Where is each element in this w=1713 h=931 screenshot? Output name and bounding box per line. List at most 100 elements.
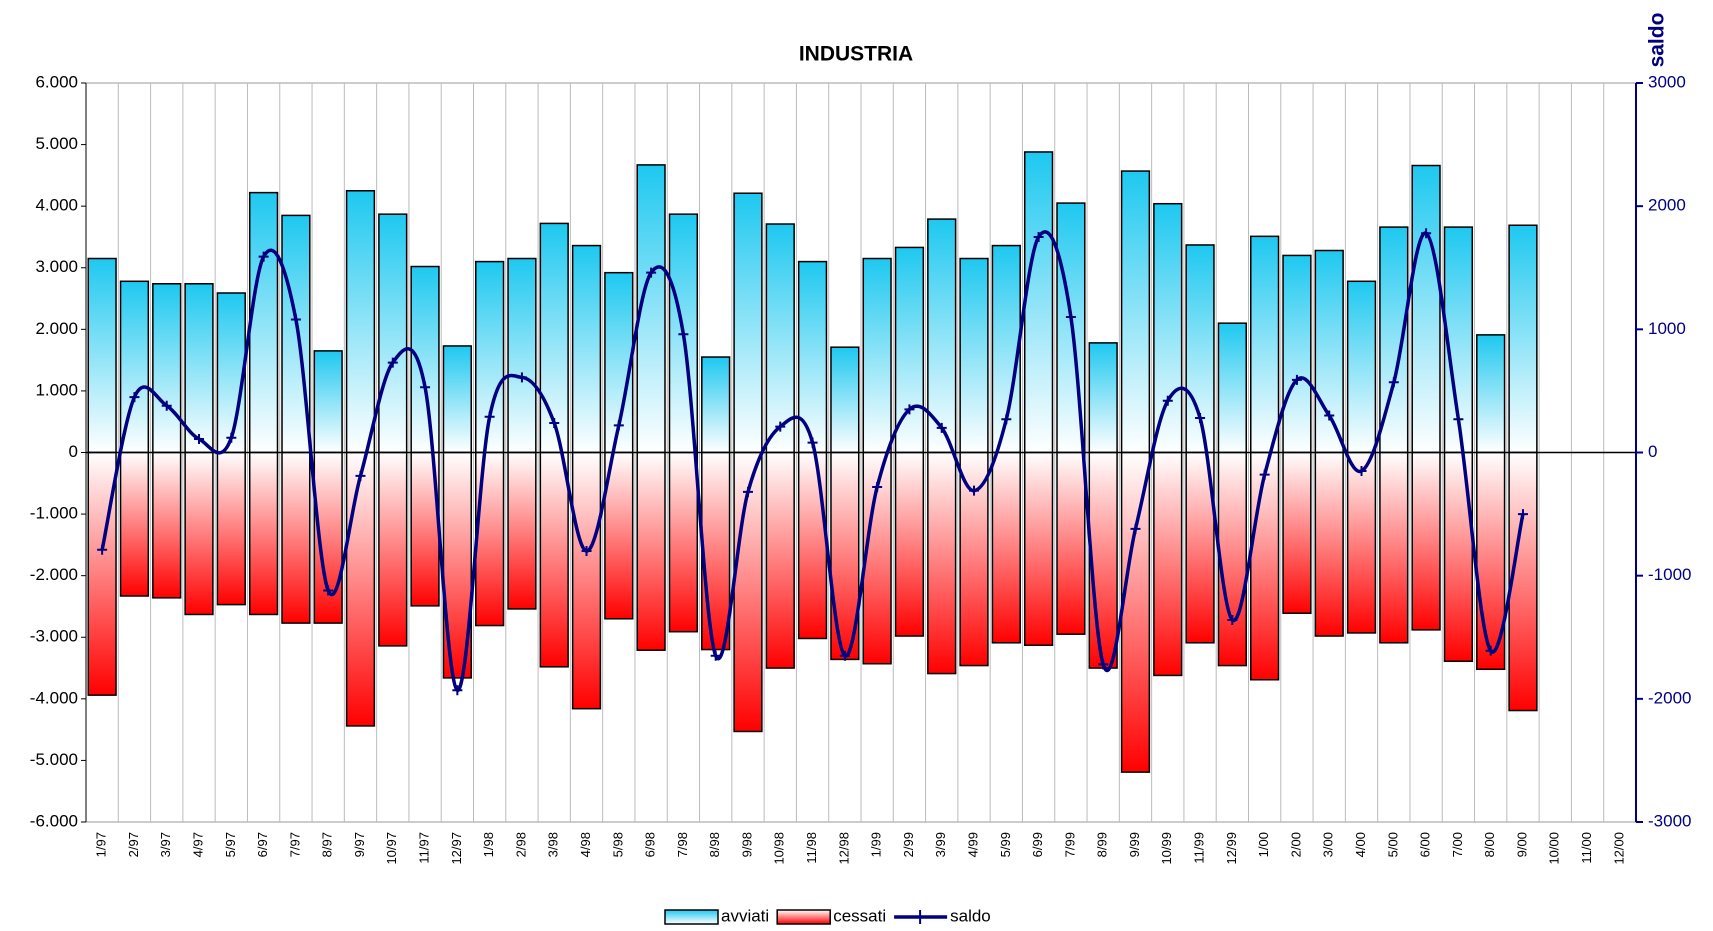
bar [765,451,795,669]
bar [378,451,408,647]
y2-tick-label: -2000 [1648,688,1691,707]
bar [1250,451,1280,681]
bar [1023,151,1054,454]
y2-tick-label: 3000 [1648,72,1686,91]
bar [1314,451,1344,637]
marker [1453,414,1464,425]
bar [281,451,311,624]
x-tick-label: 6/98 [643,832,658,857]
marker [1517,509,1528,520]
x-tick-label: 9/00 [1514,832,1529,857]
x-tick-label: 10/00 [1547,832,1562,865]
marker [129,392,140,403]
bar [507,451,537,610]
x-tick-label: 4/97 [190,832,205,857]
x-tick-label: 2/97 [126,832,141,857]
bar [571,244,602,454]
marker [969,485,980,496]
marker [420,382,431,393]
bar [216,451,246,606]
x-tick-label: 9/99 [1127,832,1142,857]
marker [710,650,721,661]
x-tick-label: 8/98 [707,832,722,857]
y-tick-label: 2.000 [35,319,78,338]
x-tick-label: 10/98 [772,832,787,865]
x-tick-label: 11/98 [804,832,819,864]
marker [387,357,398,368]
x-tick-label: 6/00 [1418,832,1433,857]
bar [1153,202,1183,454]
marker [1162,395,1173,406]
x-tick-label: 1/97 [94,832,109,857]
x-tick-label: 4/99 [965,832,980,857]
marker [1033,231,1044,242]
bar [345,190,376,454]
bar [184,283,214,454]
x-tick-label: 10/99 [1159,832,1174,865]
x-tick-label: 8/99 [1095,832,1110,857]
x-tick-label: 8/97 [320,832,335,857]
x-tick-label: 9/98 [739,832,754,857]
bar [507,257,537,454]
x-tick-label: 12/97 [449,832,464,865]
x-tick-label: 7/98 [675,832,690,857]
y-tick-label: -6.000 [30,811,78,830]
marker [904,404,915,415]
x-tick-label: 6/99 [1030,832,1045,857]
x-tick-label: 4/98 [578,832,593,857]
marker [872,481,883,492]
bar [1282,254,1312,454]
y-tick-label: 4.000 [35,196,78,215]
y-tick-label: 6.000 [35,72,78,91]
marker [1130,523,1141,534]
marker [549,417,560,428]
marker [1259,469,1270,480]
bar [442,345,472,454]
y-tick-label: 0 [69,442,78,461]
bar [927,218,957,454]
bar [1250,235,1280,454]
bar [1379,451,1409,644]
bar [604,451,634,620]
marker [807,437,818,448]
y-tick-label: -5.000 [30,750,78,769]
x-tick-label: 10/97 [384,832,399,865]
marker [1001,414,1012,425]
x-tick-label: 3/99 [933,832,948,857]
line [100,230,1525,692]
marker [1485,645,1496,656]
x-tick-label: 12/00 [1611,832,1626,865]
marker [258,251,269,262]
bar [894,451,925,637]
marker [452,685,463,696]
marker [936,422,947,433]
bar [991,451,1021,644]
bar [1056,451,1086,635]
x-tick-label: 3/00 [1321,832,1336,857]
marker [484,411,495,422]
bar [152,451,182,599]
bar [701,451,731,651]
bar [1023,451,1054,647]
legend-swatch [664,909,719,925]
bar [248,451,279,616]
legend-label: cessati [833,906,886,925]
bar [830,346,860,454]
x-tick-label: 3/97 [158,832,173,857]
marker [839,650,850,661]
y-tick-label: 1.000 [35,380,78,399]
y-tick-label: 5.000 [35,134,78,153]
y-tick-label: -1.000 [30,504,78,523]
bar [1153,451,1183,677]
bar [862,257,892,454]
bar [636,451,666,651]
bar [1217,451,1247,667]
bar [119,451,150,597]
marker [1421,228,1432,239]
x-tick-label: 12/99 [1224,832,1239,865]
x-tick-label: 5/97 [223,832,238,857]
marker [678,329,689,340]
bar [1088,342,1118,454]
bar [1088,451,1118,669]
